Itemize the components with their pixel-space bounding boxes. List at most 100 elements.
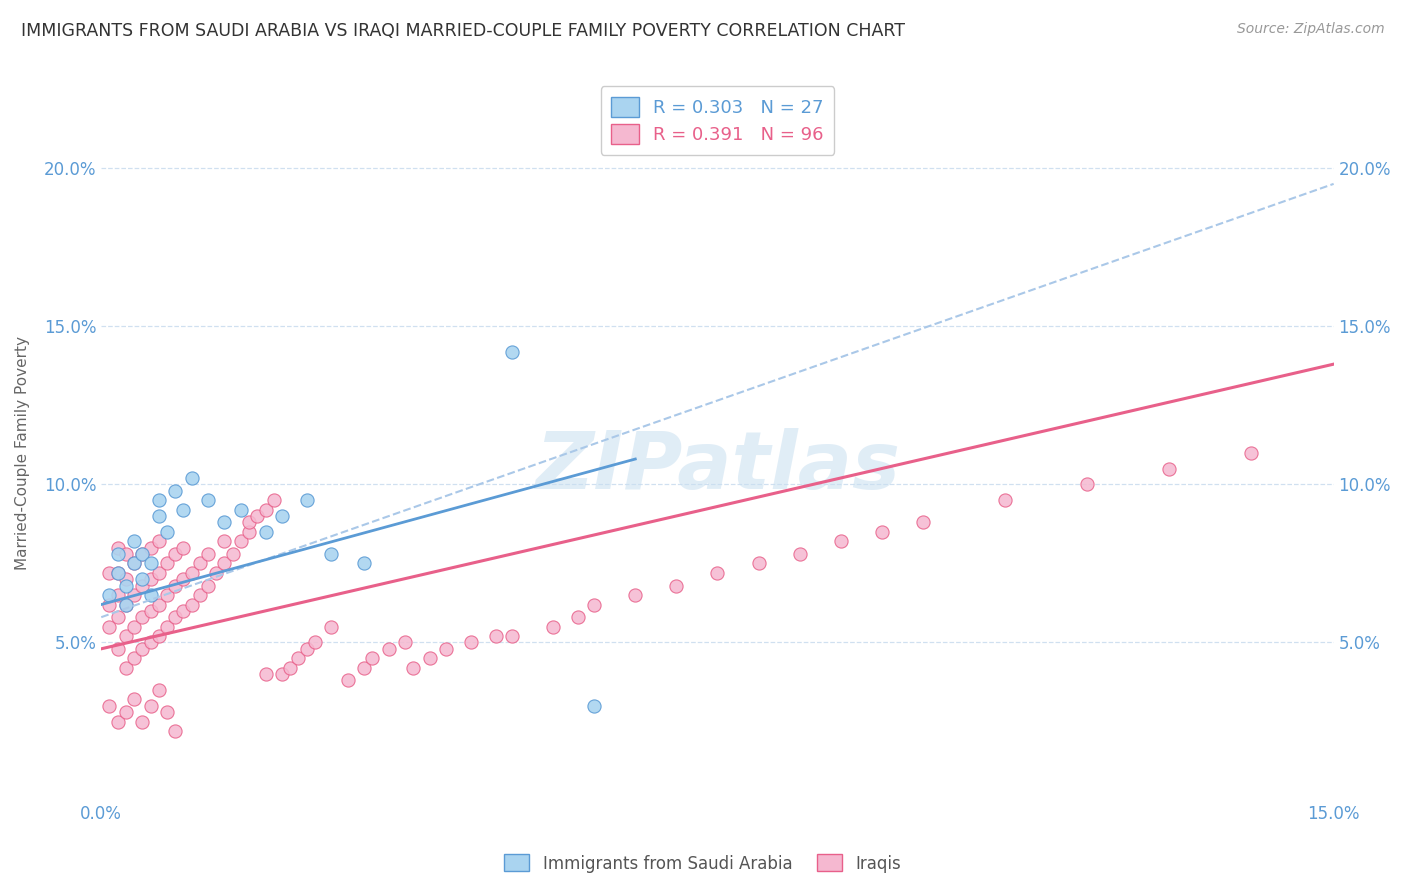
Point: [180, 598, 202, 612]
Legend: Immigrants from Saudi Arabia, Iraqis: Immigrants from Saudi Arabia, Iraqis: [498, 847, 908, 880]
Point: [131, 547, 153, 561]
Point: [434, 641, 457, 656]
Point: [148, 682, 170, 697]
Point: [271, 667, 294, 681]
Point: [156, 705, 179, 719]
Point: [139, 557, 162, 571]
Point: [131, 714, 153, 729]
Point: [180, 471, 202, 485]
Point: [197, 547, 219, 561]
Point: [1076, 477, 1098, 491]
Point: [378, 641, 401, 656]
Point: [107, 641, 129, 656]
Point: [148, 566, 170, 580]
Point: [165, 547, 187, 561]
Point: [122, 557, 145, 571]
Point: [156, 557, 179, 571]
Point: [353, 661, 375, 675]
Point: [830, 534, 852, 549]
Point: [139, 572, 162, 586]
Point: [254, 667, 277, 681]
Point: [172, 541, 194, 555]
Point: [148, 598, 170, 612]
Point: [238, 524, 260, 539]
Point: [197, 578, 219, 592]
Point: [148, 493, 170, 508]
Point: [139, 541, 162, 555]
Text: ZIPatlas: ZIPatlas: [534, 427, 900, 506]
Point: [870, 524, 893, 539]
Point: [567, 610, 589, 624]
Point: [98, 620, 121, 634]
Point: [214, 534, 236, 549]
Point: [115, 705, 138, 719]
Point: [304, 635, 326, 649]
Point: [295, 641, 318, 656]
Point: [222, 547, 245, 561]
Point: [165, 724, 187, 739]
Point: [205, 566, 228, 580]
Point: [107, 547, 129, 561]
Point: [402, 661, 425, 675]
Point: [115, 598, 138, 612]
Point: [165, 483, 187, 498]
Point: [131, 641, 153, 656]
Point: [107, 588, 129, 602]
Point: [122, 534, 145, 549]
Point: [98, 588, 121, 602]
Point: [122, 692, 145, 706]
Point: [484, 629, 506, 643]
Point: [131, 572, 153, 586]
Point: [254, 502, 277, 516]
Point: [98, 698, 121, 713]
Point: [172, 572, 194, 586]
Point: [156, 524, 179, 539]
Point: [263, 493, 285, 508]
Point: [583, 598, 606, 612]
Point: [107, 610, 129, 624]
Point: [131, 578, 153, 592]
Point: [107, 714, 129, 729]
Point: [336, 673, 359, 688]
Point: [115, 598, 138, 612]
Y-axis label: Married-Couple Family Poverty: Married-Couple Family Poverty: [15, 335, 30, 570]
Point: [583, 698, 606, 713]
Point: [180, 566, 202, 580]
Point: [321, 547, 343, 561]
Point: [254, 524, 277, 539]
Point: [172, 604, 194, 618]
Point: [107, 566, 129, 580]
Point: [361, 651, 384, 665]
Text: IMMIGRANTS FROM SAUDI ARABIA VS IRAQI MARRIED-COUPLE FAMILY POVERTY CORRELATION : IMMIGRANTS FROM SAUDI ARABIA VS IRAQI MA…: [21, 22, 905, 40]
Point: [501, 344, 523, 359]
Point: [139, 635, 162, 649]
Point: [624, 588, 647, 602]
Text: Source: ZipAtlas.com: Source: ZipAtlas.com: [1237, 22, 1385, 37]
Point: [122, 651, 145, 665]
Point: [148, 508, 170, 523]
Point: [747, 557, 769, 571]
Point: [789, 547, 811, 561]
Point: [229, 502, 252, 516]
Point: [148, 534, 170, 549]
Point: [148, 629, 170, 643]
Point: [156, 588, 179, 602]
Point: [107, 566, 129, 580]
Point: [122, 557, 145, 571]
Point: [706, 566, 728, 580]
Point: [115, 661, 138, 675]
Point: [246, 508, 269, 523]
Point: [911, 516, 934, 530]
Point: [165, 578, 187, 592]
Point: [131, 610, 153, 624]
Point: [271, 508, 294, 523]
Point: [353, 557, 375, 571]
Point: [139, 604, 162, 618]
Point: [107, 541, 129, 555]
Point: [156, 620, 179, 634]
Point: [139, 588, 162, 602]
Point: [501, 629, 523, 643]
Point: [131, 547, 153, 561]
Point: [98, 598, 121, 612]
Point: [122, 620, 145, 634]
